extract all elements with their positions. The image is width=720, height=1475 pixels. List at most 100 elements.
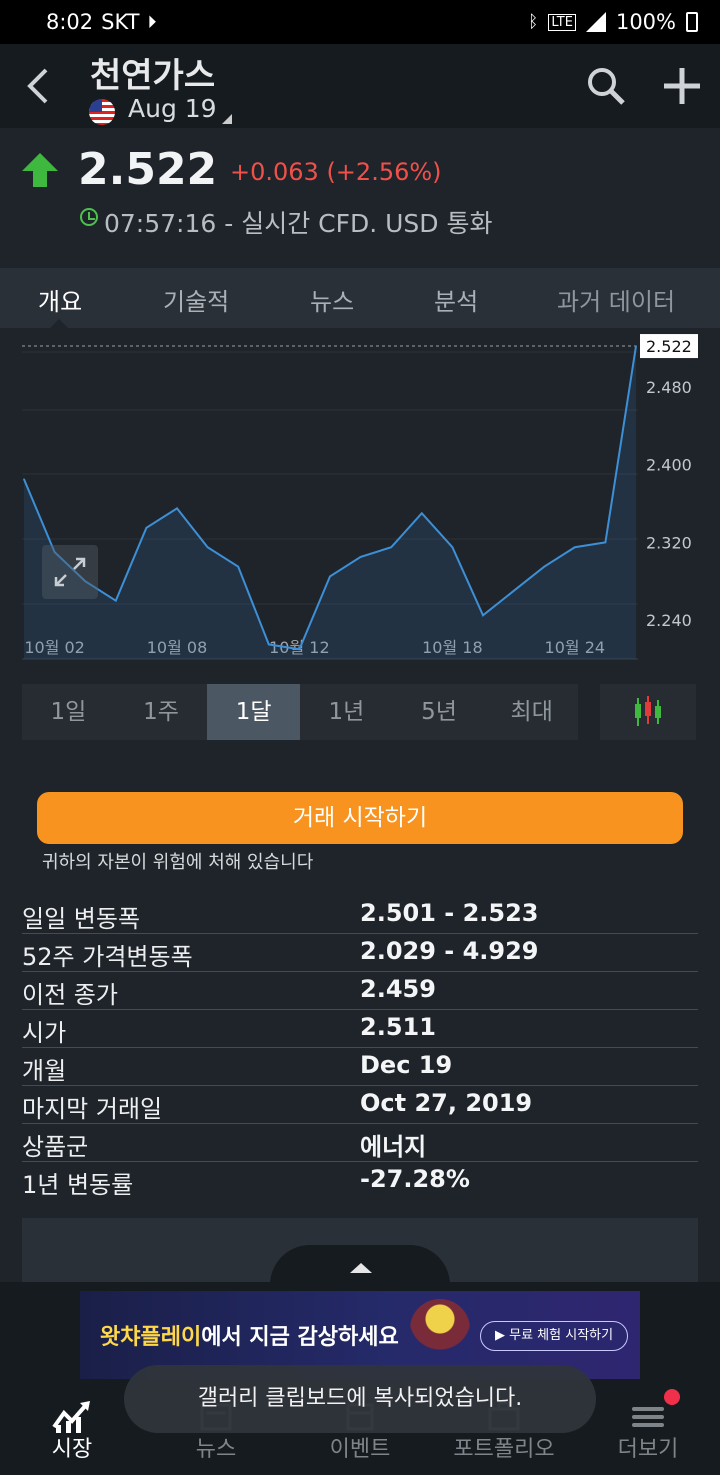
tab-historical-data[interactable]: 과거 데이터 — [557, 288, 676, 316]
us-flag-icon — [89, 99, 115, 125]
stat-row: 상품군 에너지 — [22, 1124, 698, 1162]
status-time: 8:02 — [46, 10, 94, 34]
ad-brand: 왓챠플레이 — [100, 1325, 202, 1350]
time-range-selector: 1일 1주 1달 1년 5년 최대 — [22, 684, 578, 740]
chart-point — [482, 614, 484, 617]
price-chart[interactable]: 2.522 2.480 2.400 2.320 2.240 10월 02 10월 08 10월… — [0, 328, 720, 680]
battery-icon — [686, 12, 698, 32]
chart-point — [84, 580, 86, 583]
expand-chart-button[interactable] — [42, 545, 98, 599]
contract-selector[interactable]: Aug 19 — [128, 94, 217, 123]
stat-row: 52주 가격변동폭 2.029 - 4.929 — [22, 934, 698, 972]
stat-label: 52주 가격변동폭 — [22, 943, 193, 971]
chart-point — [176, 507, 178, 510]
chart-point — [298, 648, 301, 651]
x-tick-label: 10월 24 — [545, 638, 606, 657]
nav-more[interactable]: 더보기 — [576, 1385, 720, 1475]
chart-point — [421, 512, 423, 515]
ad-headline: 왓챠플레이에서 지금 감상하세요 — [100, 1319, 399, 1351]
chart-point — [115, 599, 117, 602]
tab-analysis[interactable]: 분석 — [434, 288, 479, 316]
range-1m[interactable]: 1달 — [207, 684, 301, 740]
chart-point — [451, 546, 454, 549]
clock-icon — [80, 208, 98, 226]
key-stats-table: 일일 변동폭 2.501 - 2.523 52주 가격변동폭 2.029 - 4.9… — [22, 896, 698, 1200]
carrier-label: SKT — [101, 10, 140, 34]
x-tick-label: 10월 08 — [147, 638, 208, 657]
nav-label: 더보기 — [617, 1437, 679, 1462]
stat-row: 일일 변동폭 2.501 - 2.523 — [22, 896, 698, 934]
battery-text: 100% — [615, 10, 676, 34]
search-button[interactable] — [584, 64, 628, 108]
chart-point — [543, 565, 545, 568]
nav-label: 포트폴리오 — [453, 1437, 555, 1462]
tab-news[interactable]: 뉴스 — [310, 288, 355, 316]
range-max[interactable]: 최대 — [510, 699, 553, 725]
range-1w[interactable]: 1주 — [143, 699, 179, 725]
stat-label: 시가 — [22, 1019, 67, 1047]
back-button[interactable] — [20, 62, 60, 110]
range-1y[interactable]: 1년 — [328, 699, 365, 725]
chart-point — [512, 590, 515, 592]
nav-label: 이벤트 — [329, 1437, 391, 1462]
search-icon — [588, 68, 625, 105]
section-tabs: 개요 기술적 뉴스 분석 과거 데이터 — [0, 268, 720, 328]
status-bar: 8:02 SKT ⏵ ᛒ LTE 100% — [0, 0, 720, 44]
range-1d[interactable]: 1일 — [50, 699, 87, 725]
collapse-handle[interactable] — [270, 1245, 450, 1285]
current-price: 2.522 — [78, 144, 218, 195]
stat-value: 에너지 — [360, 1133, 427, 1161]
tab-indicator — [50, 319, 68, 328]
plus-icon — [664, 68, 700, 104]
ad-cta-button[interactable]: ▶ 무료 체험 시작하기 — [480, 1321, 629, 1351]
quote-time-info: 07:57:16 - 실시간 CFD. USD 통화 — [104, 209, 493, 238]
bluetooth-icon: ᛒ — [528, 12, 539, 32]
chart-point — [390, 546, 393, 549]
chart-point — [53, 551, 56, 553]
toast-message: 갤러리 클립보드에 복사되었습니다. — [124, 1365, 596, 1433]
stat-row: 시가 2.511 — [22, 1010, 698, 1048]
nav-label: 뉴스 — [195, 1437, 237, 1462]
candlestick-icon — [635, 696, 661, 726]
ad-banner[interactable]: 왓챠플레이에서 지금 감상하세요 ▶ 무료 체험 시작하기 — [80, 1291, 640, 1379]
notification-badge — [664, 1389, 680, 1405]
stat-value: 2.459 — [360, 975, 436, 1003]
chart-point — [604, 541, 607, 544]
tab-overview[interactable]: 개요 — [38, 288, 83, 316]
up-arrow-icon — [22, 153, 58, 187]
stat-label: 상품군 — [22, 1133, 89, 1161]
risk-warning: 귀하의 자본이 위험에 처해 있습니다 — [42, 852, 314, 873]
last-price-label-box — [640, 334, 698, 359]
stat-value: Oct 27, 2019 — [360, 1089, 533, 1117]
market-chart-icon — [52, 1401, 90, 1433]
chart-point — [206, 546, 209, 549]
tab-technical[interactable]: 기술적 — [163, 288, 230, 316]
chart-point — [237, 565, 239, 568]
stat-row: 마지막 거래일 Oct 27, 2019 — [22, 1086, 698, 1124]
stat-value: 2.029 - 4.929 — [360, 937, 539, 965]
add-button[interactable] — [660, 64, 704, 108]
ad-message: 에서 지금 감상하세요 — [201, 1325, 399, 1350]
start-trading-button[interactable]: 거래 시작하기 — [37, 792, 683, 844]
signal-icon — [585, 12, 606, 32]
chart-svg: 2.522 2.480 2.400 2.320 2.240 10월 02 10월 08 10월… — [22, 334, 698, 660]
stat-label: 일일 변동폭 — [22, 905, 141, 933]
chart-point — [329, 575, 331, 578]
y-tick-label: 2.320 — [646, 533, 692, 552]
back-arrow-icon — [27, 68, 48, 104]
x-tick-label: 10월 18 — [422, 638, 483, 657]
range-5y[interactable]: 5년 — [421, 699, 457, 725]
instrument-title: 천연가스 — [90, 56, 216, 96]
nav-label: 시장 — [51, 1437, 93, 1462]
chart-point — [574, 546, 576, 549]
chart-type-button[interactable] — [600, 684, 696, 740]
quote-panel: 2.522 +0.063 (+2.56%) 07:57:16 - 실시간 CFD… — [0, 128, 720, 268]
y-tick-label: 2.240 — [646, 611, 692, 630]
chart-area-fill — [24, 346, 636, 659]
stat-row: 이전 종가 2.459 — [22, 972, 698, 1010]
stat-row: 개월 Dec 19 — [22, 1048, 698, 1086]
play-icon: ⏵ — [147, 11, 157, 33]
app-header: 천연가스 Aug 19 — [0, 44, 720, 128]
stat-label: 이전 종가 — [22, 981, 118, 1009]
nav-market[interactable]: 시장 — [0, 1385, 144, 1475]
